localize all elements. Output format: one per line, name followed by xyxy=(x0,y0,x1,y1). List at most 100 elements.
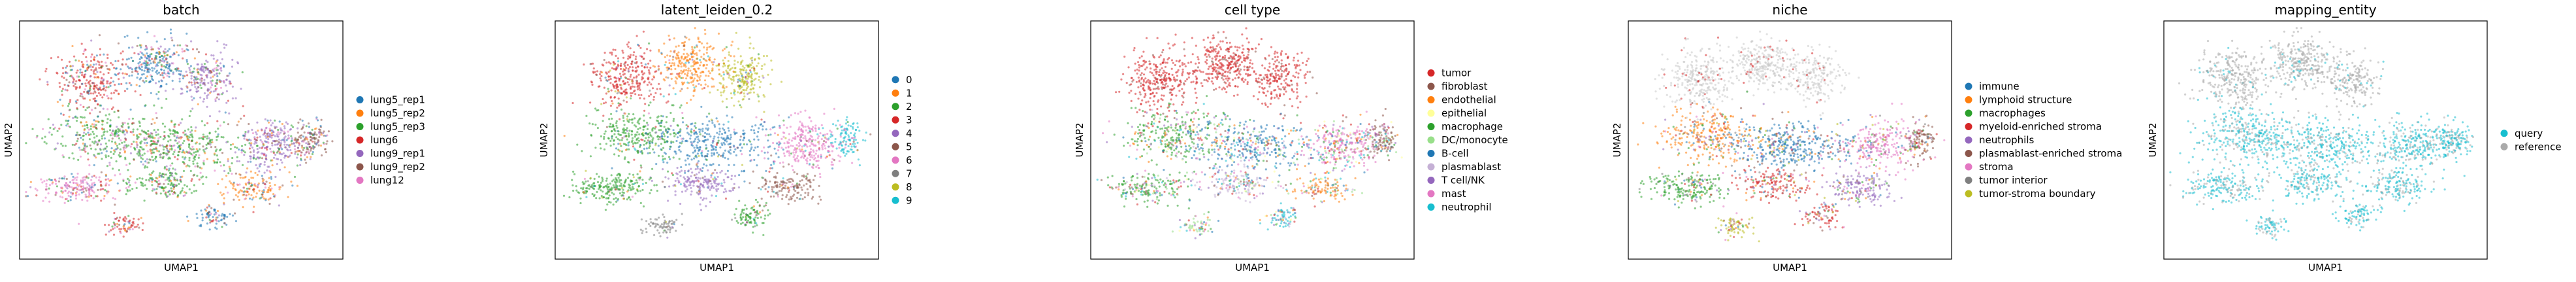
scatter-point xyxy=(693,140,696,143)
scatter-point xyxy=(76,137,79,140)
scatter-point xyxy=(635,179,638,182)
scatter-point xyxy=(225,223,228,226)
scatter-point xyxy=(699,146,701,149)
scatter-point xyxy=(287,134,290,137)
scatter-point xyxy=(833,159,835,162)
scatter-point xyxy=(138,177,141,179)
scatter-point xyxy=(122,225,125,228)
scatter-point xyxy=(734,148,737,150)
scatter-point xyxy=(666,69,669,71)
scatter-point xyxy=(257,150,260,153)
scatter-point xyxy=(614,48,617,51)
scatter-point xyxy=(694,125,696,128)
scatter-point xyxy=(758,186,760,190)
scatter-point xyxy=(617,97,620,100)
scatter-point xyxy=(270,176,272,179)
scatter-point xyxy=(169,193,171,196)
scatter-point xyxy=(243,115,246,117)
scatter-point xyxy=(72,77,74,80)
scatter-point xyxy=(796,154,799,158)
scatter-point xyxy=(672,185,675,187)
scatter-point xyxy=(737,74,740,77)
scatter-point xyxy=(663,151,666,154)
scatter-point xyxy=(180,137,182,140)
scatter-point xyxy=(841,145,844,147)
scatter-point xyxy=(238,183,241,186)
scatter-point xyxy=(295,140,298,143)
scatter-point xyxy=(687,69,690,72)
scatter-point xyxy=(103,85,105,88)
scatter-point xyxy=(44,196,47,199)
scatter-point xyxy=(737,91,739,94)
scatter-point xyxy=(84,196,87,198)
scatter-point xyxy=(737,186,740,188)
scatter-point xyxy=(718,123,720,126)
scatter-point xyxy=(699,133,701,135)
scatter-point xyxy=(804,109,807,112)
scatter-point xyxy=(617,149,620,151)
scatter-point xyxy=(93,76,96,79)
scatter-point xyxy=(89,56,93,58)
scatter-point xyxy=(799,180,801,183)
scatter-point xyxy=(234,151,236,154)
scatter-point xyxy=(217,98,220,101)
scatter-point xyxy=(90,179,93,181)
scatter-point xyxy=(722,73,726,76)
scatter-point xyxy=(144,104,147,107)
scatter-point xyxy=(310,147,313,149)
scatter-point xyxy=(46,179,48,182)
scatter-point xyxy=(72,116,74,119)
scatter-point xyxy=(216,154,218,157)
scatter-point xyxy=(267,198,270,201)
scatter-point xyxy=(309,136,312,139)
scatter-point xyxy=(637,43,639,46)
scatter-point xyxy=(306,143,310,146)
scatter-point xyxy=(668,185,671,188)
scatter-point xyxy=(647,223,651,226)
scatter-point xyxy=(103,133,105,136)
scatter-point xyxy=(320,154,323,157)
scatter-point xyxy=(762,128,764,131)
scatter-point xyxy=(147,55,150,58)
scatter-point xyxy=(162,156,165,158)
scatter-point xyxy=(99,143,103,146)
scatter-point xyxy=(613,193,615,196)
scatter-point xyxy=(176,142,179,145)
scatter-point xyxy=(628,83,630,86)
scatter-point xyxy=(635,55,637,58)
scatter-point xyxy=(171,39,174,42)
scatter-point xyxy=(138,149,140,151)
scatter-point xyxy=(74,177,76,179)
scatter-point xyxy=(609,96,612,98)
scatter-point xyxy=(206,97,208,99)
scatter-point xyxy=(756,65,758,67)
scatter-point xyxy=(216,79,218,82)
scatter-point xyxy=(645,231,648,234)
scatter-point xyxy=(182,160,184,164)
scatter-point xyxy=(238,160,241,163)
scatter-point xyxy=(81,125,84,128)
scatter-point xyxy=(780,80,783,83)
scatter-point xyxy=(155,134,157,137)
scatter-point xyxy=(87,177,89,179)
scatter-point xyxy=(52,124,55,126)
scatter-point xyxy=(167,50,169,52)
scatter-point xyxy=(79,149,82,151)
scatter-point xyxy=(728,130,730,132)
scatter-point xyxy=(157,80,161,83)
scatter-point xyxy=(93,119,95,122)
scatter-point xyxy=(794,160,797,162)
scatter-point xyxy=(672,120,675,122)
scatter-point xyxy=(817,167,820,169)
scatter-point xyxy=(111,225,114,228)
scatter-point xyxy=(701,122,704,125)
scatter-point xyxy=(205,147,208,150)
scatter-point xyxy=(686,157,689,160)
scatter-point xyxy=(794,158,797,160)
scatter-point xyxy=(123,141,126,143)
scatter-point xyxy=(84,82,87,85)
scatter-point xyxy=(792,145,794,147)
scatter-point xyxy=(788,138,790,141)
scatter-point xyxy=(142,53,145,56)
scatter-point xyxy=(805,129,807,132)
